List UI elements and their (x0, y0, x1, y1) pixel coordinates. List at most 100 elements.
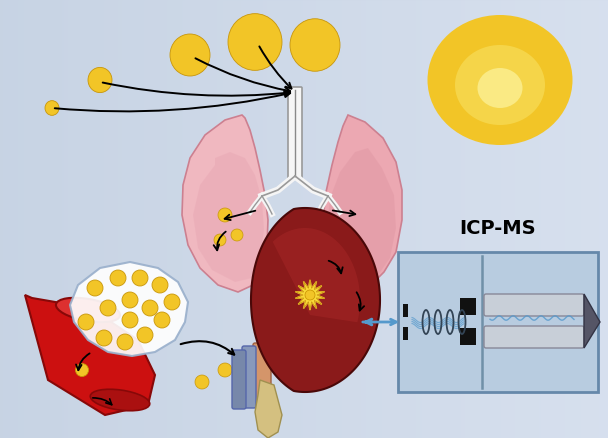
Bar (199, 0, 200, 438)
Bar (507, 0, 508, 438)
Bar (112, 0, 113, 438)
Bar (415, 0, 416, 438)
Bar (360, 0, 361, 438)
Bar (594, 0, 595, 438)
Bar (487, 0, 488, 438)
Bar (582, 0, 583, 438)
Bar (296, 0, 297, 438)
Polygon shape (70, 262, 188, 356)
Bar (89, 0, 90, 438)
Bar (568, 0, 569, 438)
Bar (371, 0, 372, 438)
Bar (4, 0, 5, 438)
Bar (272, 0, 273, 438)
Bar (332, 0, 333, 438)
Bar (303, 0, 304, 438)
Bar (503, 0, 504, 438)
Bar (1, 0, 2, 438)
Bar (148, 0, 149, 438)
Bar (69, 0, 70, 438)
Bar (233, 0, 234, 438)
Bar (533, 0, 534, 438)
Bar (425, 0, 426, 438)
Bar (470, 0, 471, 438)
Bar (207, 0, 208, 438)
Bar (406, 0, 407, 438)
Bar (19, 0, 20, 438)
FancyBboxPatch shape (398, 252, 598, 392)
Bar (144, 0, 145, 438)
Bar (314, 0, 315, 438)
Bar (357, 0, 358, 438)
Bar (395, 0, 396, 438)
Bar (346, 0, 347, 438)
Bar (227, 0, 228, 438)
Bar (494, 0, 495, 438)
Bar (113, 0, 114, 438)
Bar (464, 0, 465, 438)
Bar (530, 0, 531, 438)
Bar (526, 0, 527, 438)
Bar (447, 0, 448, 438)
Bar (175, 0, 176, 438)
Bar (34, 0, 35, 438)
Bar (16, 0, 17, 438)
Bar (189, 0, 190, 438)
Bar (585, 0, 586, 438)
Polygon shape (193, 152, 264, 282)
Bar (143, 0, 144, 438)
Bar (572, 0, 573, 438)
Bar (150, 0, 151, 438)
Bar (434, 0, 435, 438)
Bar (549, 0, 550, 438)
Bar (311, 0, 312, 438)
Bar (100, 0, 101, 438)
Bar (254, 0, 255, 438)
Bar (564, 0, 565, 438)
FancyBboxPatch shape (484, 294, 584, 316)
Bar (367, 0, 368, 438)
Bar (203, 0, 204, 438)
Bar (443, 0, 444, 438)
Bar (566, 0, 567, 438)
Bar (483, 0, 484, 438)
FancyBboxPatch shape (288, 87, 302, 179)
Bar (575, 0, 576, 438)
Polygon shape (255, 380, 282, 438)
Bar (286, 0, 287, 438)
Bar (126, 0, 127, 438)
Bar (70, 0, 71, 438)
Bar (361, 0, 362, 438)
Bar (455, 0, 456, 438)
Ellipse shape (154, 312, 170, 328)
Bar (353, 0, 354, 438)
Bar (485, 0, 486, 438)
Bar (597, 0, 598, 438)
Polygon shape (323, 115, 402, 293)
Bar (382, 0, 383, 438)
Bar (370, 0, 371, 438)
Bar (241, 0, 242, 438)
Bar (123, 0, 124, 438)
Bar (524, 0, 525, 438)
Bar (218, 0, 219, 438)
Bar (341, 0, 342, 438)
Bar (167, 0, 168, 438)
Bar (579, 0, 580, 438)
Bar (104, 0, 105, 438)
Bar (512, 0, 513, 438)
Bar (15, 0, 16, 438)
Bar (519, 0, 520, 438)
Bar (279, 0, 280, 438)
Bar (517, 0, 518, 438)
Ellipse shape (88, 67, 112, 92)
Bar (277, 0, 278, 438)
Bar (255, 0, 256, 438)
Bar (297, 0, 298, 438)
Bar (504, 0, 505, 438)
Bar (413, 0, 414, 438)
Bar (556, 0, 557, 438)
Bar (559, 0, 560, 438)
Bar (373, 0, 374, 438)
Bar (427, 0, 428, 438)
